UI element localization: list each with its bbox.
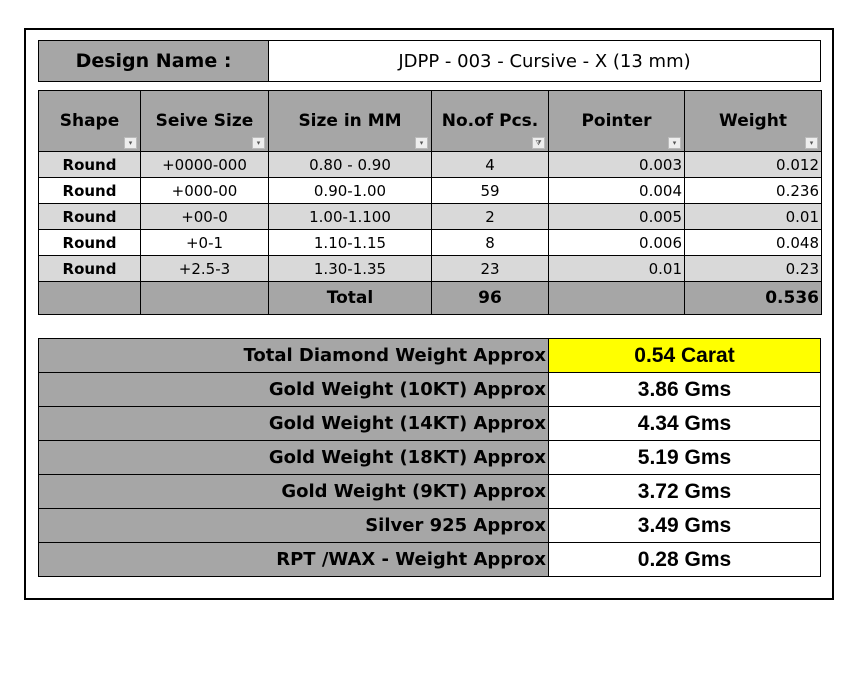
summary-value[interactable]: 4.34 Gms	[548, 406, 821, 441]
summary-label: Gold Weight (10KT) Approx	[38, 372, 549, 407]
column-header: Shape ▾	[38, 90, 141, 152]
table-cell[interactable]: +2.5-3	[140, 255, 269, 282]
table-cell[interactable]: 0.01	[684, 203, 822, 230]
summary-value[interactable]: 3.86 Gms	[548, 372, 821, 407]
summary-label: Silver 925 Approx	[38, 508, 549, 543]
summary-value[interactable]: 5.19 Gms	[548, 440, 821, 475]
total-empty-cell[interactable]	[548, 281, 685, 315]
table-row: Round +00-0 1.00-1.100 2 0.005 0.01	[38, 203, 822, 230]
table-row: Round +0000-000 0.80 - 0.90 4 0.003 0.012	[38, 151, 822, 178]
table-cell[interactable]: 4	[431, 151, 549, 178]
summary-row: Gold Weight (9KT) Approx 3.72 Gms	[38, 474, 821, 509]
summary-row: Gold Weight (18KT) Approx 5.19 Gms	[38, 440, 821, 475]
dropdown-icon[interactable]: ▾	[668, 137, 681, 149]
summary-row: Gold Weight (10KT) Approx 3.86 Gms	[38, 372, 821, 407]
table-cell[interactable]: 0.23	[684, 255, 822, 282]
summary-value[interactable]: 0.54 Carat	[548, 338, 821, 373]
total-pcs[interactable]: 96	[431, 281, 549, 315]
total-empty-cell[interactable]	[140, 281, 269, 315]
summary-label: Total Diamond Weight Approx	[38, 338, 549, 373]
table-cell[interactable]: 1.00-1.100	[268, 203, 432, 230]
summary-label: Gold Weight (9KT) Approx	[38, 474, 549, 509]
summary-label: RPT /WAX - Weight Approx	[38, 542, 549, 577]
table-cell[interactable]: 23	[431, 255, 549, 282]
total-empty-cell[interactable]	[38, 281, 141, 315]
summary-row: Total Diamond Weight Approx 0.54 Carat	[38, 338, 821, 373]
design-name-table: Design Name : JDPP - 003 - Cursive - X (…	[38, 40, 821, 82]
table-cell[interactable]: 0.048	[684, 229, 822, 256]
table-cell[interactable]: 2	[431, 203, 549, 230]
table-cell[interactable]: 0.005	[548, 203, 685, 230]
column-header-label: Size in MM	[298, 111, 402, 131]
summary-value[interactable]: 3.49 Gms	[548, 508, 821, 543]
table-cell[interactable]: Round	[38, 151, 141, 178]
table-row: Round +2.5-3 1.30-1.35 23 0.01 0.23	[38, 255, 822, 282]
stone-table: Shape ▾ Seive Size ▾ Size in MM ▾ No.of Pcs. ⧩ P…	[38, 90, 822, 315]
column-header: Weight ▾	[684, 90, 822, 152]
summary-row: RPT /WAX - Weight Approx 0.28 Gms	[38, 542, 821, 577]
design-name-label: Design Name :	[38, 40, 269, 82]
table-cell[interactable]: 0.004	[548, 177, 685, 204]
column-header: Pointer ▾	[548, 90, 685, 152]
dropdown-icon[interactable]: ▾	[252, 137, 265, 149]
table-cell[interactable]: Round	[38, 203, 141, 230]
column-header-label: No.of Pcs.	[441, 111, 539, 131]
table-cell[interactable]: 0.01	[548, 255, 685, 282]
table-cell[interactable]: +000-00	[140, 177, 269, 204]
filter-icon[interactable]: ⧩	[532, 137, 545, 149]
sheet-frame	[24, 28, 834, 600]
column-header: Seive Size ▾	[140, 90, 269, 152]
summary-label: Gold Weight (14KT) Approx	[38, 406, 549, 441]
column-header-label: Shape	[59, 111, 120, 131]
dropdown-icon[interactable]: ▾	[415, 137, 428, 149]
table-cell[interactable]: 0.80 - 0.90	[268, 151, 432, 178]
summary-row: Silver 925 Approx 3.49 Gms	[38, 508, 821, 543]
table-cell[interactable]: 8	[431, 229, 549, 256]
table-cell[interactable]: +0-1	[140, 229, 269, 256]
table-cell[interactable]: 0.236	[684, 177, 822, 204]
total-label[interactable]: Total	[268, 281, 432, 315]
table-row: Round +0-1 1.10-1.15 8 0.006 0.048	[38, 229, 822, 256]
column-header-label: Seive Size	[155, 111, 254, 131]
table-cell[interactable]: Round	[38, 255, 141, 282]
table-cell[interactable]: +00-0	[140, 203, 269, 230]
table-cell[interactable]: 1.10-1.15	[268, 229, 432, 256]
table-row: Round +000-00 0.90-1.00 59 0.004 0.236	[38, 177, 822, 204]
table-cell[interactable]: 1.30-1.35	[268, 255, 432, 282]
dropdown-icon[interactable]: ▾	[124, 137, 137, 149]
table-cell[interactable]: 0.006	[548, 229, 685, 256]
summary-value[interactable]: 3.72 Gms	[548, 474, 821, 509]
column-header-label: Weight	[719, 111, 787, 131]
dropdown-icon[interactable]: ▾	[805, 137, 818, 149]
column-header: Size in MM ▾	[268, 90, 432, 152]
summary-value[interactable]: 0.28 Gms	[548, 542, 821, 577]
table-cell[interactable]: 0.90-1.00	[268, 177, 432, 204]
table-cell[interactable]: +0000-000	[140, 151, 269, 178]
column-header: No.of Pcs. ⧩	[431, 90, 549, 152]
total-row: Total 96 0.536	[38, 281, 822, 315]
table-cell[interactable]: Round	[38, 177, 141, 204]
table-cell[interactable]: 0.012	[684, 151, 822, 178]
summary-label: Gold Weight (18KT) Approx	[38, 440, 549, 475]
total-weight[interactable]: 0.536	[684, 281, 822, 315]
table-cell[interactable]: Round	[38, 229, 141, 256]
design-name-value[interactable]: JDPP - 003 - Cursive - X (13 mm)	[268, 40, 821, 82]
column-header-label: Pointer	[581, 111, 652, 131]
summary-table: Total Diamond Weight Approx 0.54 Carat Gol…	[38, 338, 821, 577]
table-cell[interactable]: 0.003	[548, 151, 685, 178]
summary-row: Gold Weight (14KT) Approx 4.34 Gms	[38, 406, 821, 441]
table-cell[interactable]: 59	[431, 177, 549, 204]
